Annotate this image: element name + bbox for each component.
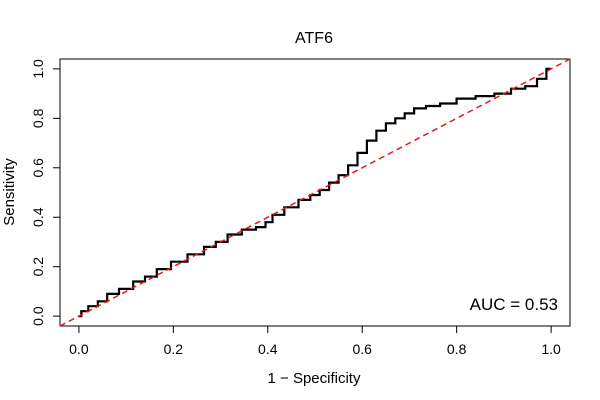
x-axis: 0.0 0.2 0.4 0.6 0.8 1.0 xyxy=(69,325,561,357)
y-axis: 0.0 0.2 0.4 0.6 0.8 1.0 xyxy=(30,59,61,326)
x-tick-label: 0.2 xyxy=(164,341,184,357)
x-tick-label: 1.0 xyxy=(541,341,561,357)
auc-annotation: AUC = 0.53 xyxy=(470,295,558,314)
chart-title: ATF6 xyxy=(295,30,333,47)
x-axis-label: 1 − Specificity xyxy=(268,370,361,387)
y-tick-label: 0.4 xyxy=(30,207,46,227)
y-tick-label: 0.8 xyxy=(30,108,46,128)
x-tick-label: 0.8 xyxy=(447,341,467,357)
y-axis-label: Sensitivity xyxy=(1,158,18,226)
y-tick-label: 0.2 xyxy=(30,257,46,277)
x-tick-label: 0.4 xyxy=(258,341,278,357)
plot-frame xyxy=(59,58,571,327)
y-tick-label: 1.0 xyxy=(30,59,46,79)
reference-diagonal-line xyxy=(59,58,571,327)
y-tick-label: 0.0 xyxy=(30,306,46,326)
y-tick-label: 0.6 xyxy=(30,158,46,178)
x-tick-label: 0.6 xyxy=(352,341,372,357)
series-layer xyxy=(59,58,571,327)
x-tick-label: 0.0 xyxy=(69,341,89,357)
roc-curve-line xyxy=(78,67,552,318)
